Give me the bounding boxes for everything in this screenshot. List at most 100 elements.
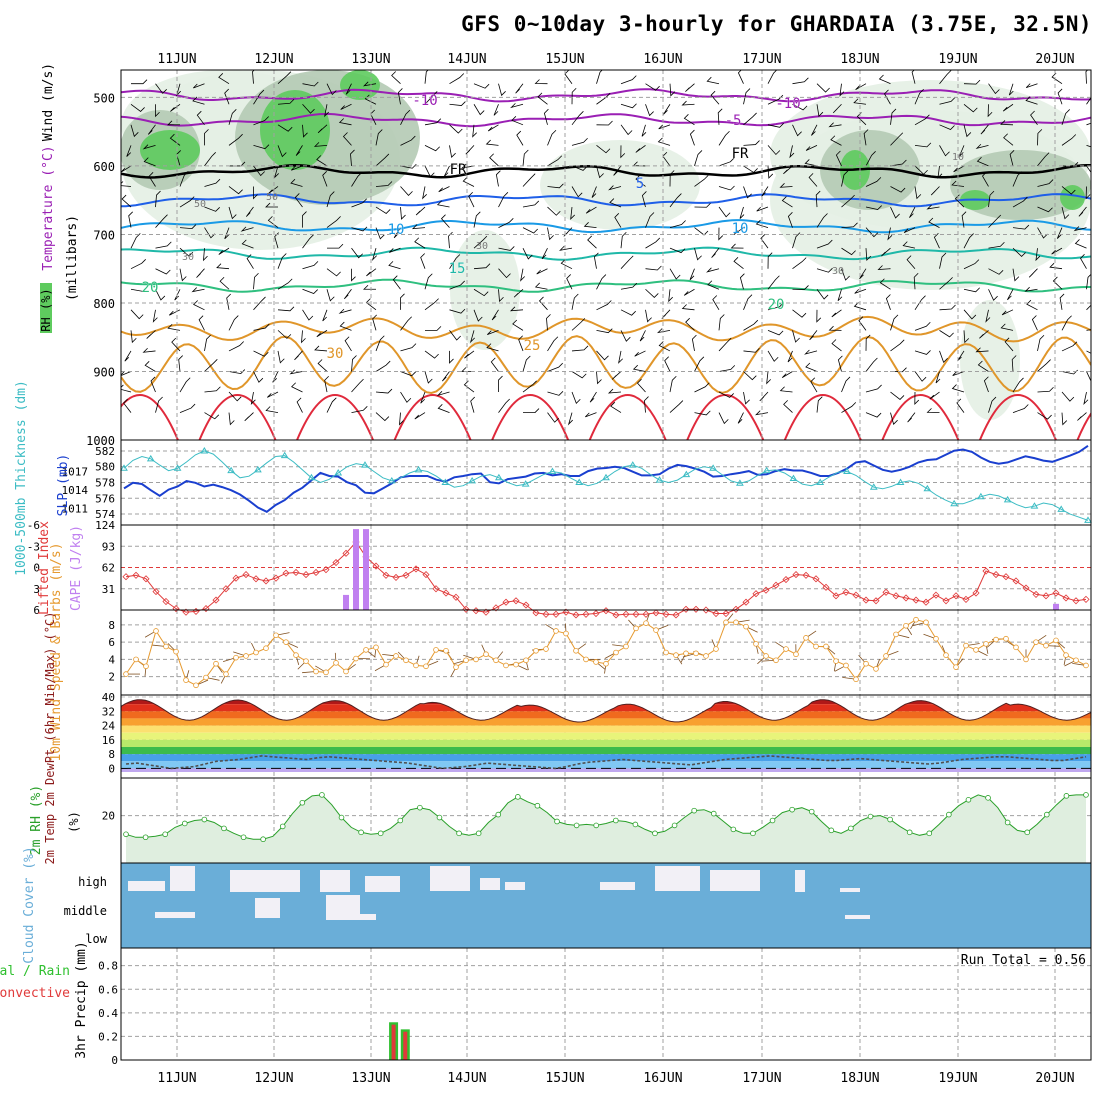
wind-barb xyxy=(711,247,720,258)
wind-barb xyxy=(204,358,218,372)
isotherm-label: 15 xyxy=(449,261,466,277)
wind-barb xyxy=(167,120,180,126)
temperature-band xyxy=(121,718,1091,726)
temperature-band xyxy=(121,747,1091,755)
lifted-index-marker xyxy=(1022,584,1030,592)
wind-barb xyxy=(204,178,221,187)
wind-barb xyxy=(683,288,695,296)
wind-barb xyxy=(1061,109,1070,125)
wind-barb xyxy=(130,103,145,112)
wind-barb xyxy=(1086,350,1091,354)
rh-marker xyxy=(279,823,286,830)
wind-barb xyxy=(815,190,821,208)
rh-marker xyxy=(926,830,933,837)
wind-speed-marker xyxy=(903,622,909,629)
wind-barb xyxy=(979,330,989,339)
wind-barb xyxy=(1025,83,1038,88)
rh-marker xyxy=(965,796,972,803)
precip-tick: 0.8 xyxy=(98,960,118,973)
ylabel-slp: SLP (mb) xyxy=(56,454,71,517)
wind-barb xyxy=(560,259,573,270)
wind-barb xyxy=(890,159,907,167)
wind-barb xyxy=(375,388,393,394)
rh-contour-label: 30 xyxy=(182,252,194,263)
date-label-top: 11JUN xyxy=(157,52,196,67)
wind-barb xyxy=(718,337,732,352)
wind-barb xyxy=(890,412,898,425)
wind-barb xyxy=(1007,289,1014,301)
wind-barb xyxy=(718,185,735,191)
lifted-index-marker xyxy=(992,571,1000,579)
wind-barb xyxy=(792,257,807,270)
wind-barb xyxy=(294,193,303,208)
wind-barb xyxy=(571,391,581,404)
wind-barb xyxy=(1086,304,1091,311)
cloud-high xyxy=(710,870,760,891)
wind-speed-marker xyxy=(213,660,219,667)
wind-barb xyxy=(547,183,564,189)
wind-barb xyxy=(988,289,998,301)
wind-barb xyxy=(485,139,499,146)
wind-barb xyxy=(718,157,735,167)
rh-marker xyxy=(573,822,580,829)
rh-contour-label: 30 xyxy=(476,241,488,252)
wind-barb xyxy=(228,109,237,125)
wind-barb xyxy=(338,308,352,314)
temperature-tick: 24 xyxy=(102,720,116,733)
wind-barb xyxy=(175,83,181,97)
wind-barb xyxy=(547,336,559,352)
wind-tick: 8 xyxy=(108,619,115,632)
wind-barb xyxy=(1009,150,1015,167)
wind-barb xyxy=(277,124,293,132)
cape-tick: 31 xyxy=(102,583,115,596)
isotherm-35 xyxy=(1076,412,1091,440)
temperature-tick: 32 xyxy=(102,705,115,718)
wind-barb xyxy=(975,143,989,150)
wind-barb xyxy=(400,163,417,169)
rh-marker xyxy=(848,825,854,832)
wind-barb xyxy=(841,376,851,393)
wind-barb xyxy=(1061,186,1076,195)
wind-barb xyxy=(144,360,156,372)
date-label-bottom: 17JUN xyxy=(742,1071,781,1086)
ylabel-cape: CAPE (J/kg) xyxy=(69,525,84,611)
wind-barb xyxy=(547,206,561,216)
wind-barb xyxy=(779,386,793,393)
wind-barb xyxy=(760,234,769,249)
thickness-marker xyxy=(1057,505,1066,512)
wind-speed-marker xyxy=(573,647,579,654)
wind-barb xyxy=(564,70,573,84)
lifted-index-marker xyxy=(802,571,810,579)
isotherm-label: FR xyxy=(732,146,749,162)
wind-barb xyxy=(204,152,216,167)
wind-barb xyxy=(1061,391,1075,402)
wind-barb xyxy=(717,108,723,125)
wind-barb xyxy=(668,289,673,303)
isotherm-20 xyxy=(121,278,1091,293)
thickness-marker xyxy=(414,465,423,473)
wind-barb xyxy=(1011,355,1017,372)
lifted-index-marker xyxy=(532,609,540,617)
date-label-bottom: 13JUN xyxy=(351,1071,390,1086)
wind-barb xyxy=(841,268,850,281)
rh-marker xyxy=(710,810,717,817)
isotherm--10 xyxy=(121,88,1091,103)
lifted-index-marker xyxy=(692,605,700,613)
wind-barb xyxy=(1074,239,1087,249)
wind-barb xyxy=(338,118,352,126)
date-label-bottom: 11JUN xyxy=(157,1071,196,1086)
lifted-index-marker xyxy=(242,571,250,579)
wind-barb xyxy=(196,110,205,126)
wind-speed-marker xyxy=(933,635,939,642)
lifted-index-marker xyxy=(282,569,290,577)
wind-barb xyxy=(811,124,818,136)
cape-bar xyxy=(363,529,369,610)
cloud-high xyxy=(128,881,165,891)
lifted-index-marker xyxy=(822,583,830,591)
wind-barb xyxy=(1061,206,1070,220)
rh-marker xyxy=(887,816,893,823)
wind-barb xyxy=(541,247,548,260)
wind-barb xyxy=(399,412,404,426)
wind-barb xyxy=(816,309,822,323)
wind-barb xyxy=(179,170,189,187)
